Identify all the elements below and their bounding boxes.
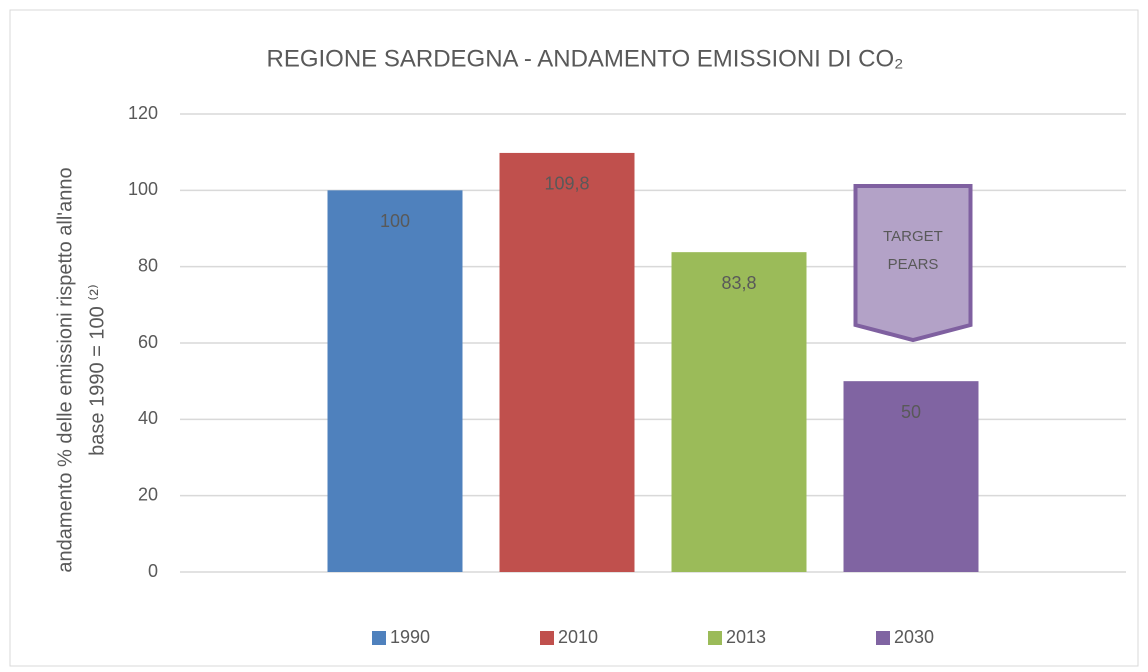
legend-swatch — [876, 631, 890, 645]
y-tick-label: 80 — [138, 255, 158, 275]
legend-label: 2030 — [894, 627, 934, 647]
annotation-text: PEARS — [888, 256, 939, 273]
bar — [327, 190, 463, 573]
y-tick-label: 0 — [148, 561, 158, 581]
y-axis-label-line: base 1990 = 100 ⁽²⁾ — [86, 284, 108, 456]
y-axis-label-line: andamento % delle emissioni rispetto all… — [54, 167, 76, 572]
y-tick-label: 60 — [138, 332, 158, 352]
legend-label: 1990 — [390, 627, 430, 647]
legend-swatch — [540, 631, 554, 645]
legend-label: 2013 — [726, 627, 766, 647]
legend-label: 2010 — [558, 627, 598, 647]
data-label: 100 — [380, 211, 410, 231]
bar — [671, 252, 807, 572]
y-tick-label: 100 — [128, 179, 158, 199]
bar — [843, 381, 979, 572]
y-tick-label: 120 — [128, 103, 158, 123]
data-label: 50 — [901, 402, 921, 422]
legend-swatch — [708, 631, 722, 645]
y-tick-label: 40 — [138, 408, 158, 428]
annotation-text: TARGET — [883, 228, 943, 245]
data-label: 83,8 — [721, 273, 756, 293]
bar — [499, 152, 635, 572]
data-label: 109,8 — [544, 174, 589, 194]
legend-swatch — [372, 631, 386, 645]
chart-title: REGIONE SARDEGNA - ANDAMENTO EMISSIONI D… — [267, 45, 904, 72]
annotation-arrow — [853, 184, 973, 343]
y-tick-label: 20 — [138, 484, 158, 504]
y-axis-label: andamento % delle emissioni rispetto all… — [54, 167, 108, 572]
